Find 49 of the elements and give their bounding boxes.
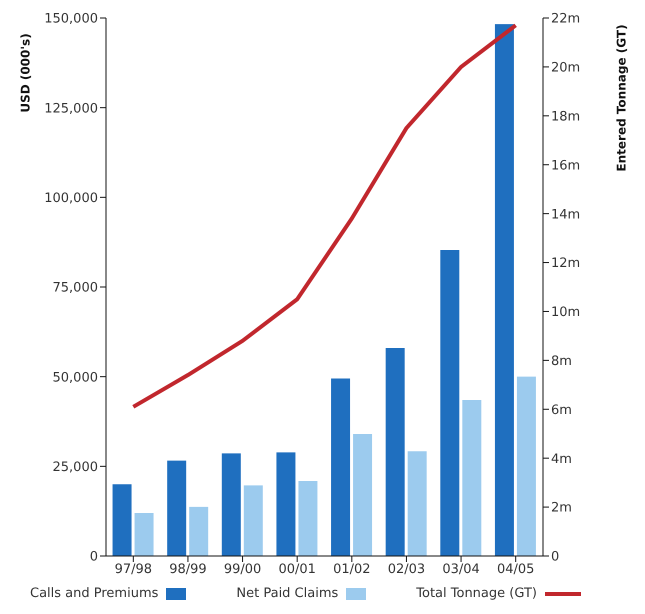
y2-tick-label: 10m [551,305,580,320]
y2-tick-label: 12m [551,256,580,272]
bar [331,378,350,556]
bar [276,452,296,556]
bar [408,451,427,556]
bar [134,512,154,556]
y-tick-label: 75,000 [52,280,98,296]
legend-label: Calls and Premiums [30,586,158,601]
y2-tick-label: 22m [551,12,580,27]
line-series [131,23,518,409]
y2-tick-label: 6m [551,402,572,418]
bar [222,453,241,556]
y-tick-label: 50,000 [52,370,98,386]
legend-label: Net Paid Claims [236,586,338,601]
y-tick-label: 150,000 [44,12,98,27]
y2-tick-label: 16m [551,158,580,174]
y2-tick-label: 18m [551,109,580,124]
y2-axis-title: Entered Tonnage (GT) [614,24,629,172]
y-axis-title: USD (000's) [18,33,33,113]
x-tick-label: 97/98 [114,562,152,578]
bar [494,24,514,556]
bar [353,434,372,556]
y-tick-label: 100,000 [44,190,98,206]
bar [298,481,318,556]
x-tick-label: 99/00 [224,562,262,578]
y2-tick-label: 14m [551,207,580,222]
y-tick-label: 0 [90,550,98,565]
x-tick-label: 98/99 [169,562,207,578]
bar [112,484,132,556]
x-tick-label: 02/03 [388,562,426,578]
y2-tick-label: 2m [551,500,572,516]
x-tick-label: 01/02 [333,562,371,578]
y2-tick-label: 4m [551,452,572,467]
y2-tick-label: 20m [551,60,580,76]
x-tick-label: 00/01 [278,562,316,578]
y-tick-label: 25,000 [52,460,98,475]
bar [516,376,536,556]
x-tick-label: 04/05 [496,562,534,578]
bar [386,348,405,556]
bar [462,400,482,556]
y-tick-label: 125,000 [44,101,98,116]
y2-tick-label: 0 [551,550,560,565]
bar [167,460,186,556]
bar [244,485,263,556]
x-tick-label: 03/04 [442,562,480,578]
bar [440,250,460,556]
legend-label: Total Tonnage (GT) [416,586,537,601]
y2-tick-label: 8m [551,354,572,369]
bar [189,506,208,556]
